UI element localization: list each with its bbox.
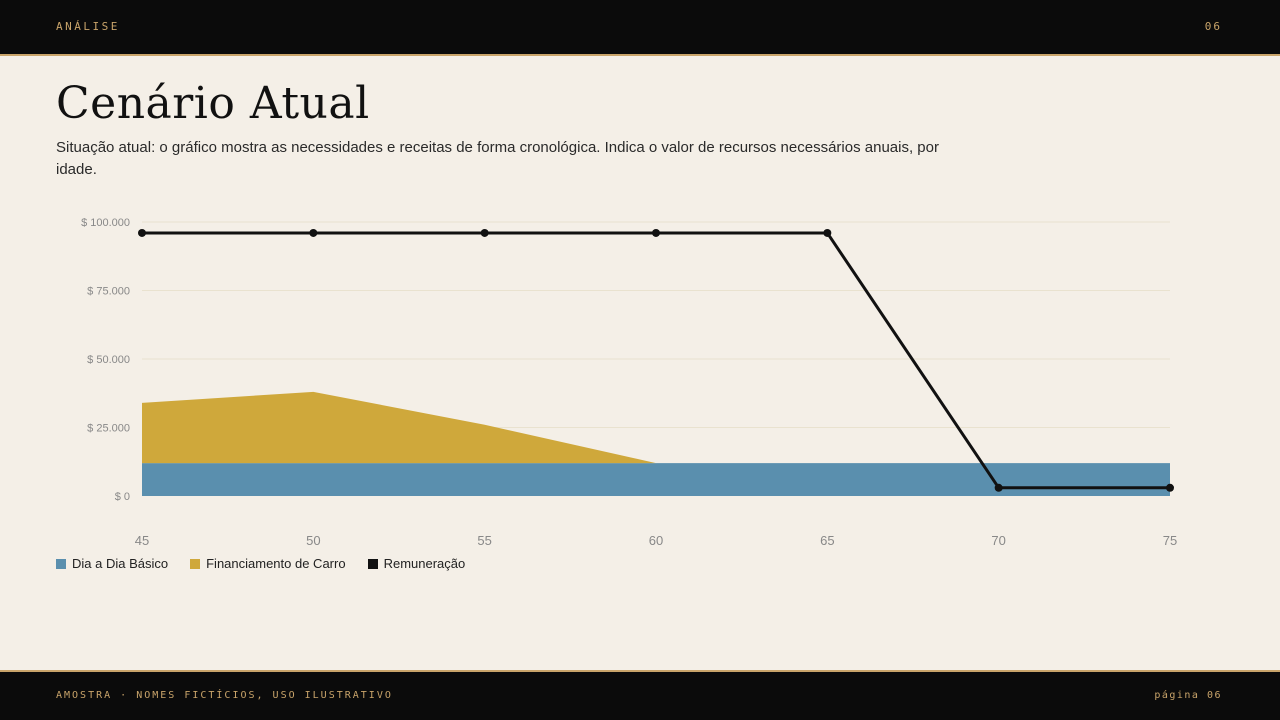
line-point — [138, 228, 146, 237]
legend-label: Dia a Dia Básico — [72, 556, 169, 571]
y-tick-label: $ 75.000 — [87, 286, 130, 298]
bottom-bar: AMOSTRA · NOMES FICTÍCIOS, USO ILUSTRATI… — [0, 670, 1280, 720]
legend-label: Financiamento de Carro — [206, 556, 346, 571]
chart-legend: Dia a Dia Básico Financiamento de Carro Re… — [56, 556, 465, 571]
y-tick-label: $ 100.000 — [81, 217, 130, 229]
x-tick-label: 60 — [649, 533, 663, 548]
page-title: Cenário Atual — [56, 78, 370, 129]
page-number: 06 — [1204, 20, 1222, 33]
top-bar: ANÁLISE 06 — [0, 0, 1280, 56]
x-tick-label: 45 — [135, 533, 149, 548]
section-label: ANÁLISE — [56, 20, 120, 33]
x-tick-label: 50 — [306, 533, 320, 548]
line-point — [1166, 483, 1174, 492]
x-tick-label: 55 — [477, 533, 491, 548]
line-point — [652, 228, 660, 237]
y-tick-label: $ 25.000 — [87, 423, 130, 435]
chart: $ 0 $ 25.000 $ 50.000 $ 75.000 $ 100.000 45 50… — [81, 217, 1177, 548]
x-tick-label: 70 — [991, 533, 1005, 548]
line-point — [994, 483, 1003, 492]
legend-swatch — [190, 558, 201, 569]
legend-swatch — [367, 558, 378, 569]
x-tick-label: 65 — [820, 533, 834, 548]
page-subtitle: Situação atual: o gráfico mostra as nece… — [56, 139, 939, 178]
footer-page-label: página 06 — [1154, 690, 1222, 701]
line-point — [480, 228, 489, 237]
y-tick-label: $ 0 — [115, 491, 130, 503]
line-point — [823, 228, 832, 237]
area-dia-a-dia-b-sico — [142, 463, 1170, 496]
legend-item: Financiamento de Carro — [190, 556, 346, 571]
legend-swatch — [56, 558, 66, 569]
legend-item: Remuneração — [367, 556, 466, 571]
y-tick-label: $ 50.000 — [87, 354, 130, 366]
legend-label: Remuneração — [383, 556, 466, 571]
area-financiamento-de-carro — [142, 391, 1170, 464]
line-point — [309, 228, 318, 237]
legend-item: Dia a Dia Básico — [56, 556, 168, 571]
x-tick-label: 75 — [1163, 533, 1177, 548]
footer-disclaimer: AMOSTRA · NOMES FICTÍCIOS, USO ILUSTRATI… — [56, 690, 393, 701]
